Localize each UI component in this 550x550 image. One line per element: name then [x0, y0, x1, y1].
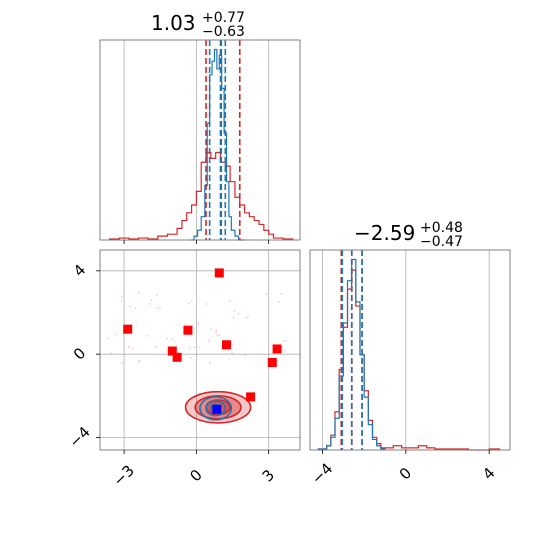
sample-dot	[198, 346, 201, 349]
sample-dot	[139, 360, 141, 362]
sample-dot	[209, 361, 212, 364]
sample-dot	[278, 300, 281, 303]
sample-dot	[148, 303, 151, 305]
sample-dot	[197, 322, 200, 325]
sample-dot	[121, 296, 123, 298]
sample-dot	[247, 316, 249, 318]
marginal-x-title-median: 1.03	[151, 11, 196, 35]
sample-dot	[137, 360, 140, 363]
sample-dot	[262, 353, 265, 355]
marginal-x-title-plus: +0.77	[202, 10, 245, 26]
red-marker	[167, 346, 177, 356]
red-marker	[183, 325, 193, 335]
sample-dot	[156, 307, 159, 310]
sample-dot	[121, 362, 124, 364]
marginal-y-histogram-panel: −4 0 4	[308, 249, 511, 488]
axes-frame	[309, 249, 511, 451]
sample-dot	[244, 354, 246, 356]
sample-dot	[115, 333, 117, 336]
sample-dot	[228, 300, 231, 303]
marginal-x-title: 1.03 +0.77 −0.63	[151, 10, 245, 40]
x-tick-label: 0	[186, 466, 205, 485]
x-tick-label: −4	[308, 459, 336, 487]
sample-dot	[120, 299, 123, 302]
marginal-x-histogram-panel	[99, 39, 301, 244]
sample-dot	[215, 329, 218, 332]
sample-dot	[237, 312, 240, 315]
sample-dot	[231, 352, 233, 354]
sample-dot	[210, 328, 213, 330]
sample-dot	[190, 300, 193, 302]
marginal-y-title: −2.59 +0.48 −0.47	[354, 220, 463, 250]
sample-dot	[134, 307, 137, 310]
red-marker	[246, 392, 256, 402]
sample-dot	[283, 349, 286, 352]
sample-dot	[245, 316, 247, 319]
sample-dot	[193, 346, 196, 349]
red-marker	[214, 268, 224, 278]
sample-dot	[215, 331, 217, 334]
sample-dot	[159, 306, 161, 309]
histogram-step-line	[317, 269, 501, 451]
contour-level	[199, 396, 233, 421]
red-marker	[123, 324, 133, 334]
red-marker	[222, 340, 232, 350]
sample-dot	[171, 338, 174, 340]
y-tick-label: 4	[70, 261, 89, 280]
x-tick-label: 0	[396, 464, 415, 483]
red-marker	[172, 352, 182, 362]
sample-dot	[232, 316, 235, 319]
sample-dot	[122, 291, 125, 294]
sample-dot	[283, 339, 286, 342]
sample-dot	[189, 357, 192, 359]
x-tick-label: 4	[479, 464, 498, 483]
sample-dot	[230, 343, 233, 346]
sample-dot	[137, 291, 140, 294]
sample-dot	[228, 358, 231, 360]
histogram-step-line	[317, 258, 386, 450]
sample-dot	[218, 334, 221, 337]
marginal-y-title-plus: +0.48	[420, 220, 463, 236]
sample-dot	[110, 352, 113, 355]
sample-dot	[131, 347, 134, 350]
sample-dot	[129, 305, 132, 308]
sample-dot	[233, 309, 236, 312]
sample-dot	[265, 293, 268, 295]
sample-dot	[205, 303, 208, 305]
marginal-y-title-median: −2.59	[354, 221, 415, 245]
contour-level	[205, 400, 227, 417]
sample-dot	[184, 323, 186, 326]
axes-frame	[99, 249, 301, 451]
sample-dot	[155, 293, 158, 296]
histogram-step-line	[109, 151, 294, 240]
sample-dot	[166, 337, 169, 340]
red-marker	[267, 358, 277, 367]
y-tick-label: −4	[65, 423, 93, 451]
x-tick-label: −3	[110, 461, 138, 489]
sample-dot	[207, 339, 210, 342]
sample-dot	[146, 334, 149, 337]
red-marker	[272, 344, 282, 354]
marginal-y-title-minus: −0.47	[420, 234, 463, 250]
sample-dot	[280, 292, 283, 295]
sample-dot	[155, 346, 158, 349]
sample-dot	[107, 337, 110, 340]
sample-dot	[150, 299, 153, 302]
marginal-x-title-minus: −0.63	[202, 24, 245, 40]
blue-marker	[212, 404, 222, 414]
axes-frame	[99, 39, 301, 241]
y-tick-label: 0	[70, 344, 89, 363]
sample-dot	[127, 345, 130, 348]
histogram-step-line	[190, 48, 246, 241]
sample-dot	[189, 346, 191, 349]
joint-scatter-panel: −3 0 3 −4 0 4	[65, 249, 301, 490]
x-tick-label: 3	[259, 466, 278, 485]
sample-dot	[215, 333, 218, 336]
sample-dot	[187, 302, 190, 305]
